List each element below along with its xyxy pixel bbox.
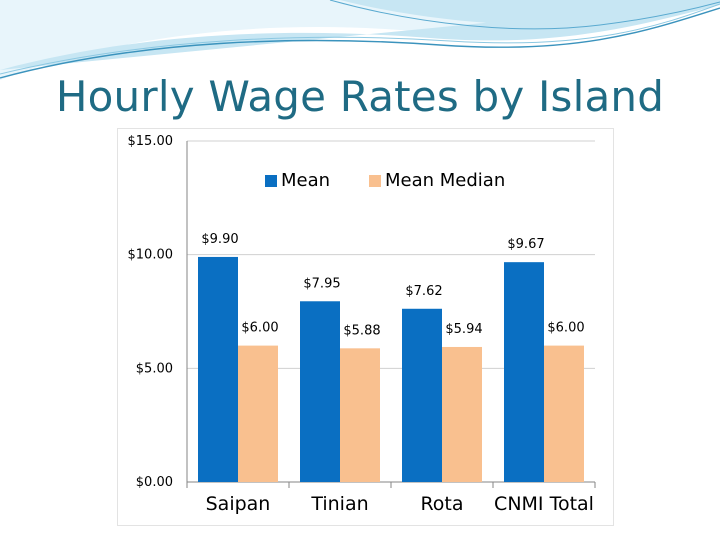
- data-labels: $9.90 $6.00 $7.95 $5.88 $7.62 $5.94 $9.67 $6.00: [201, 232, 584, 338]
- x-category-label: Rota: [420, 493, 463, 515]
- y-tick-label: $5.00: [136, 361, 173, 376]
- swoosh-line-top: [329, 0, 720, 30]
- data-label: $7.95: [303, 276, 340, 291]
- bar-mean-median: [442, 346, 482, 482]
- legend-label: Mean: [281, 170, 330, 191]
- bar-mean-median: [544, 345, 584, 482]
- x-category-label: Saipan: [206, 493, 271, 515]
- data-label: $5.88: [343, 323, 380, 338]
- x-category-label: CNMI Total: [494, 493, 594, 515]
- bar-mean: [402, 308, 442, 482]
- slide-title: Hourly Wage Rates by Island: [55, 72, 665, 121]
- data-label: $6.00: [241, 321, 278, 336]
- swoosh-line-dark: [0, 7, 720, 79]
- bar-mean: [504, 262, 544, 482]
- y-tick-label: $0.00: [136, 475, 173, 490]
- header-swoosh-decoration: [0, 0, 720, 80]
- y-tick-label: $15.00: [128, 134, 174, 149]
- legend-label: Mean Median: [385, 170, 505, 191]
- data-label: $9.90: [201, 232, 238, 247]
- swoosh-line-light: [0, 3, 720, 75]
- bars: [198, 256, 584, 482]
- x-category-label: Tinian: [310, 493, 368, 515]
- bar-mean-median: [238, 345, 278, 482]
- data-label: $5.94: [445, 322, 482, 337]
- data-label: $7.62: [405, 284, 442, 299]
- data-label: $6.00: [547, 321, 584, 336]
- bar-mean-median: [340, 348, 380, 482]
- bar-mean: [300, 301, 340, 482]
- axes: $0.00 $5.00 $10.00 $15.00 Saipan Tinian Rota CN…: [128, 134, 596, 515]
- y-tick-label: $10.00: [128, 248, 174, 263]
- bar-mean: [198, 256, 238, 482]
- legend-swatch: [265, 175, 277, 187]
- data-label: $9.67: [507, 237, 544, 252]
- legend-swatch: [369, 175, 381, 187]
- bar-chart: $0.00 $5.00 $10.00 $15.00 Saipan Tinian Rota CN…: [128, 134, 596, 515]
- legend: Mean Mean Median: [265, 170, 505, 191]
- swoosh-band-mid: [0, 0, 720, 70]
